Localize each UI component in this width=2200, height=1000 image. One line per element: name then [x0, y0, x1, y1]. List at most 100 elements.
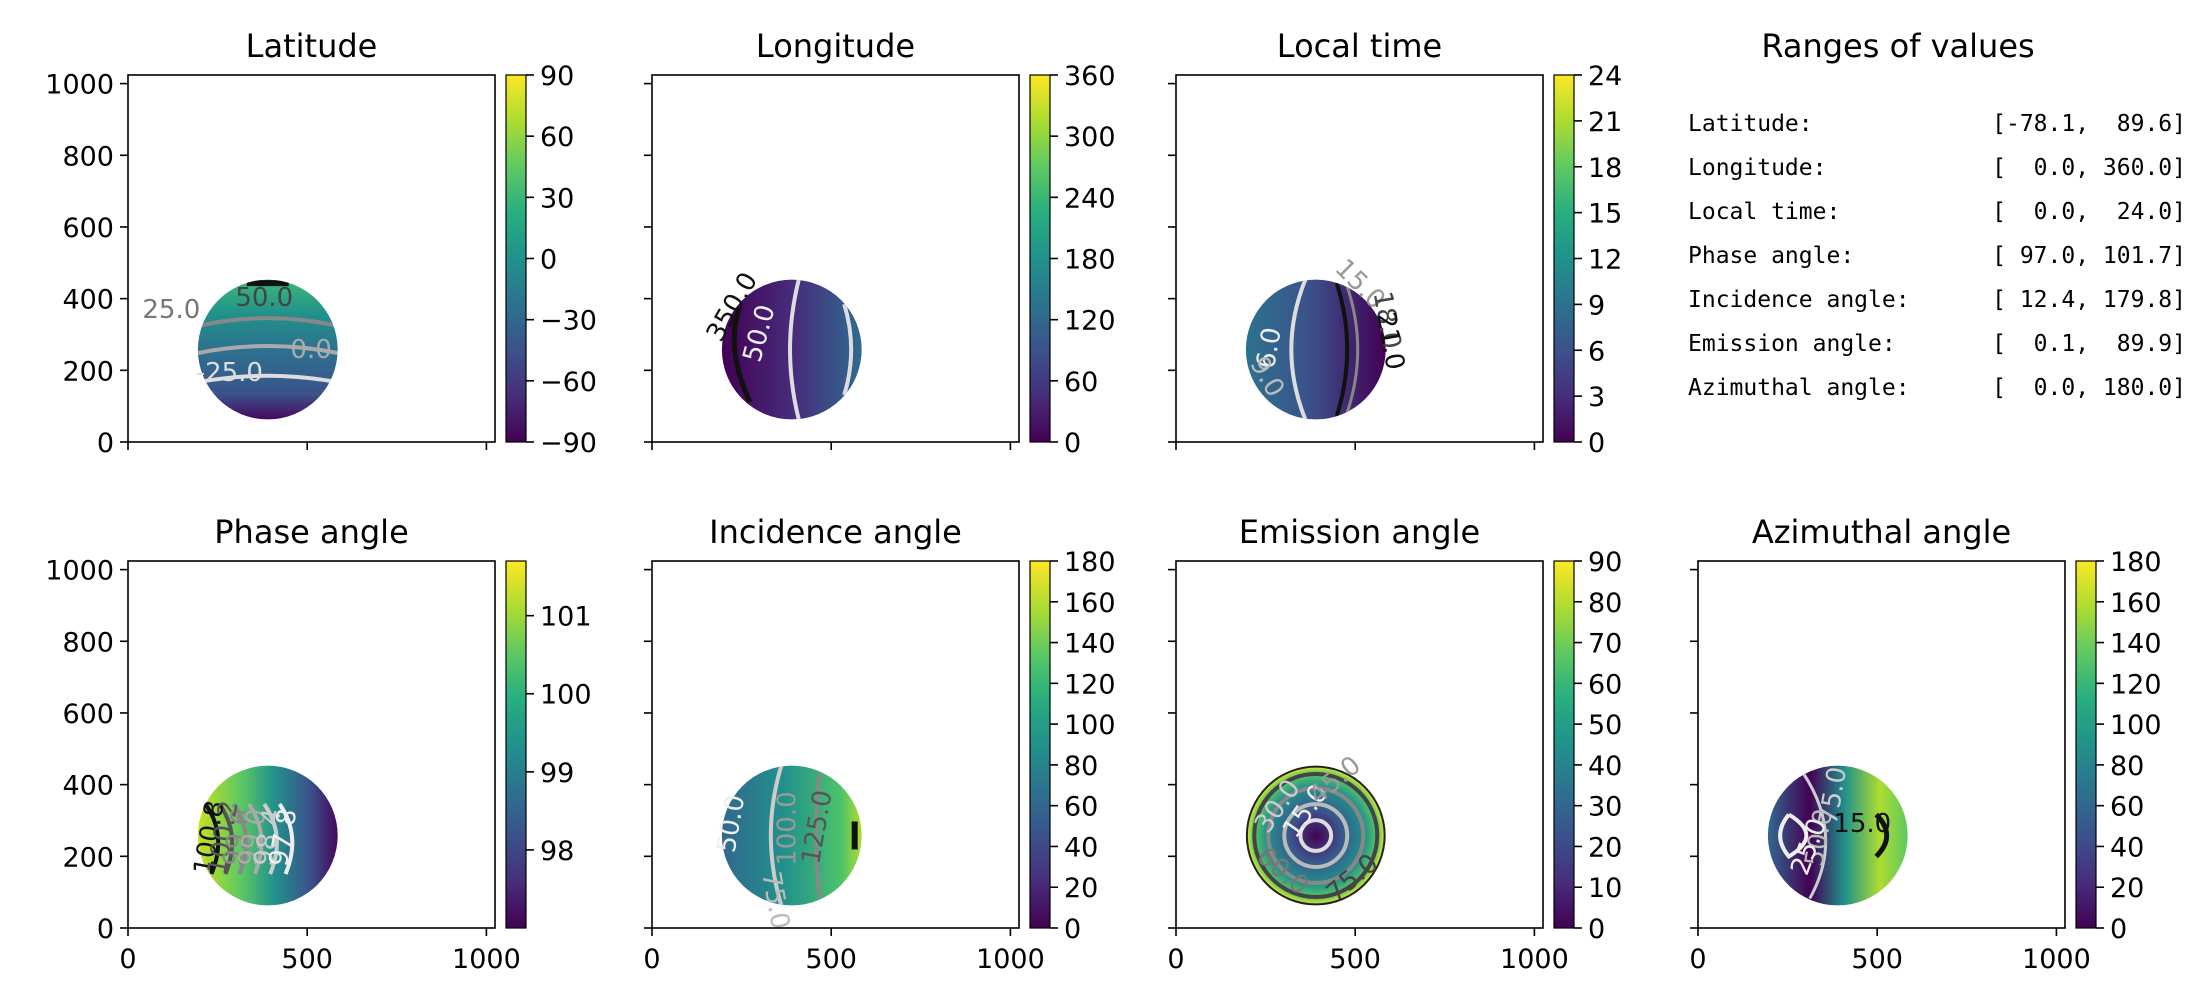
colorbar-tick-label: 99 — [540, 758, 574, 789]
range-label: Emission angle: — [1688, 331, 1896, 357]
contour-lines — [731, 279, 854, 420]
x-tick-label: 0 — [643, 944, 660, 975]
colorbar-tick-label: 40 — [1588, 751, 1622, 782]
colorbar-tick-label: 30 — [1588, 792, 1622, 823]
colorbar — [505, 74, 527, 443]
y-tick-label: 200 — [62, 356, 114, 387]
colorbar-tick-label: 180 — [1064, 245, 1116, 276]
colorbar-tick-label: 360 — [1064, 61, 1116, 92]
range-value: [ 12.4, 179.8] — [1992, 287, 2186, 313]
x-tick-label: 1000 — [452, 944, 521, 975]
axes-frame — [1697, 560, 2066, 929]
colorbar-tick-label: −30 — [540, 306, 597, 337]
colorbar-tick-label: 9 — [1588, 290, 1605, 321]
disk-image — [197, 765, 338, 906]
range-label: Azimuthal angle: — [1688, 375, 1910, 401]
ranges-panel: Ranges of values Latitude: [-78.1, 89.6] L… — [1688, 27, 2186, 401]
colorbar-tick-label: 0 — [540, 245, 557, 276]
colorbar-tick-label: 100 — [1064, 710, 1116, 741]
x-tick-label: 0 — [1689, 944, 1706, 975]
colorbar — [1029, 560, 1051, 929]
colorbar-tick-label: 180 — [1064, 547, 1116, 578]
colorbar-tick-label: 0 — [1588, 428, 1605, 459]
colorbar-tick-label: 70 — [1588, 629, 1622, 660]
disk-image — [1767, 765, 1908, 906]
colorbar-tick-label: 0 — [1064, 428, 1081, 459]
colorbar-tick-label: 12 — [1588, 245, 1622, 276]
colorbar-tick-label: 50 — [1588, 710, 1622, 741]
axes-frame — [651, 560, 1020, 929]
panel-title: Azimuthal angle — [1752, 513, 2011, 551]
colorbar-tick-label: 120 — [1064, 306, 1116, 337]
colorbar-tick-label: 98 — [540, 836, 574, 867]
contour-lines — [1245, 765, 1386, 906]
range-value: [ 0.0, 24.0] — [1992, 199, 2186, 225]
x-tick-label: 1000 — [2022, 944, 2091, 975]
colorbar-tick-label: 100 — [2110, 710, 2162, 741]
range-label: Incidence angle: — [1688, 287, 1910, 313]
colorbar-tick-label: 60 — [1064, 792, 1098, 823]
axes-frame — [651, 74, 1020, 443]
colorbar-tick-label: 30 — [540, 183, 574, 214]
panel-title: Longitude — [756, 27, 915, 65]
colorbar — [1553, 560, 1575, 929]
contour-lines — [768, 765, 858, 906]
disk-image — [721, 765, 862, 906]
range-label: Phase angle: — [1688, 243, 1854, 269]
colorbar-tick-label: 20 — [1064, 873, 1098, 904]
range-label: Latitude: — [1688, 111, 1813, 137]
range-value: [ 97.0, 101.7] — [1992, 243, 2186, 269]
y-tick-label: 1000 — [45, 70, 114, 101]
y-tick-label: 400 — [62, 771, 114, 802]
y-tick-label: 1000 — [45, 556, 114, 587]
colorbar-tick-label: −90 — [540, 428, 597, 459]
colorbar-tick-label: 120 — [2110, 669, 2162, 700]
y-tick-label: 600 — [62, 699, 114, 730]
axes-frame — [127, 560, 496, 929]
colorbar-tick-label: 300 — [1064, 122, 1116, 153]
panel-latitude: Latitude50.025.00.0-25.00200400600800100… — [45, 27, 597, 459]
colorbar-tick-label: 240 — [1064, 183, 1116, 214]
x-tick-label: 500 — [281, 944, 333, 975]
panel-local-time: Local time6.09.015.018.021.0036912151821… — [1168, 27, 1622, 459]
panel-title: Latitude — [246, 27, 378, 65]
colorbar-tick-label: 160 — [1064, 588, 1116, 619]
x-tick-label: 1000 — [976, 944, 1045, 975]
panel-title: Local time — [1277, 27, 1442, 65]
contour-label: 15.0 — [1833, 809, 1891, 839]
x-tick-label: 500 — [1851, 944, 1903, 975]
x-tick-label: 0 — [119, 944, 136, 975]
colorbar-tick-label: 60 — [1588, 669, 1622, 700]
ranges-title: Ranges of values — [1761, 27, 2034, 65]
y-tick-label: 200 — [62, 842, 114, 873]
range-value: [ 0.0, 180.0] — [1992, 375, 2186, 401]
colorbar-tick-label: 180 — [2110, 547, 2162, 578]
range-value: [-78.1, 89.6] — [1992, 111, 2186, 137]
contour-lines — [1778, 771, 1890, 900]
colorbar-tick-label: 60 — [2110, 792, 2144, 823]
range-value: [ 0.0, 360.0] — [1992, 155, 2186, 181]
range-label: Local time: — [1688, 199, 1840, 225]
colorbar — [1029, 74, 1051, 443]
y-tick-label: 0 — [97, 428, 114, 459]
colorbar-tick-label: 21 — [1588, 107, 1622, 138]
x-tick-label: 500 — [1329, 944, 1381, 975]
colorbar-tick-label: 6 — [1588, 336, 1605, 367]
y-tick-label: 800 — [62, 141, 114, 172]
colorbar-tick-label: 90 — [540, 61, 574, 92]
panel-title: Emission angle — [1239, 513, 1480, 551]
colorbar-tick-label: 101 — [540, 602, 592, 633]
contour-label: 6.0 — [1251, 325, 1288, 371]
colorbar-tick-label: −60 — [540, 367, 597, 398]
range-label: Longitude: — [1688, 155, 1826, 181]
y-tick-label: 400 — [62, 285, 114, 316]
contour-label: 25.0 — [142, 295, 200, 325]
colorbar-tick-label: 140 — [1064, 629, 1116, 660]
panel-title: Incidence angle — [709, 513, 962, 551]
